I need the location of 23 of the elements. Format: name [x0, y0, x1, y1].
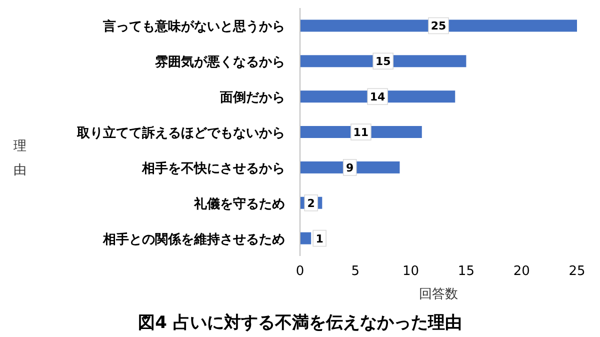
data-label: 14 [370, 90, 386, 104]
y-axis-title: 理由 [14, 139, 26, 178]
data-label: 1 [316, 232, 324, 246]
data-label: 15 [375, 55, 391, 68]
y-tick-label: 雰囲気が悪くなるから [155, 55, 285, 70]
y-tick-label: 礼儀を守るため [193, 196, 285, 212]
y-tick-label: 面倒だから [219, 90, 285, 106]
text: 図4 占いに対する不満を伝えなかった理由 [138, 313, 462, 333]
x-tick-label: 0 [296, 264, 304, 279]
data-label: 25 [430, 20, 446, 33]
y-tick-label: 相手との関係を維持させるため [102, 231, 285, 248]
x-tick-label: 10 [402, 264, 420, 279]
data-label: 11 [353, 126, 369, 139]
data-label: 2 [307, 196, 315, 210]
y-tick-label: 相手を不快にさせるから [141, 160, 285, 176]
y-tick-label: 取り立てて訴えるほどでもないから [76, 125, 285, 141]
x-tick-label: 5 [351, 264, 360, 279]
y-tick-label: 言っても意味がないと思うから [102, 18, 285, 35]
x-tick-label: 15 [458, 264, 474, 279]
x-tick-label: 20 [513, 264, 530, 279]
data-label: 9 [346, 161, 354, 174]
x-tick-label: 25 [568, 264, 586, 279]
x-axis-title: 回答数 [419, 287, 458, 302]
